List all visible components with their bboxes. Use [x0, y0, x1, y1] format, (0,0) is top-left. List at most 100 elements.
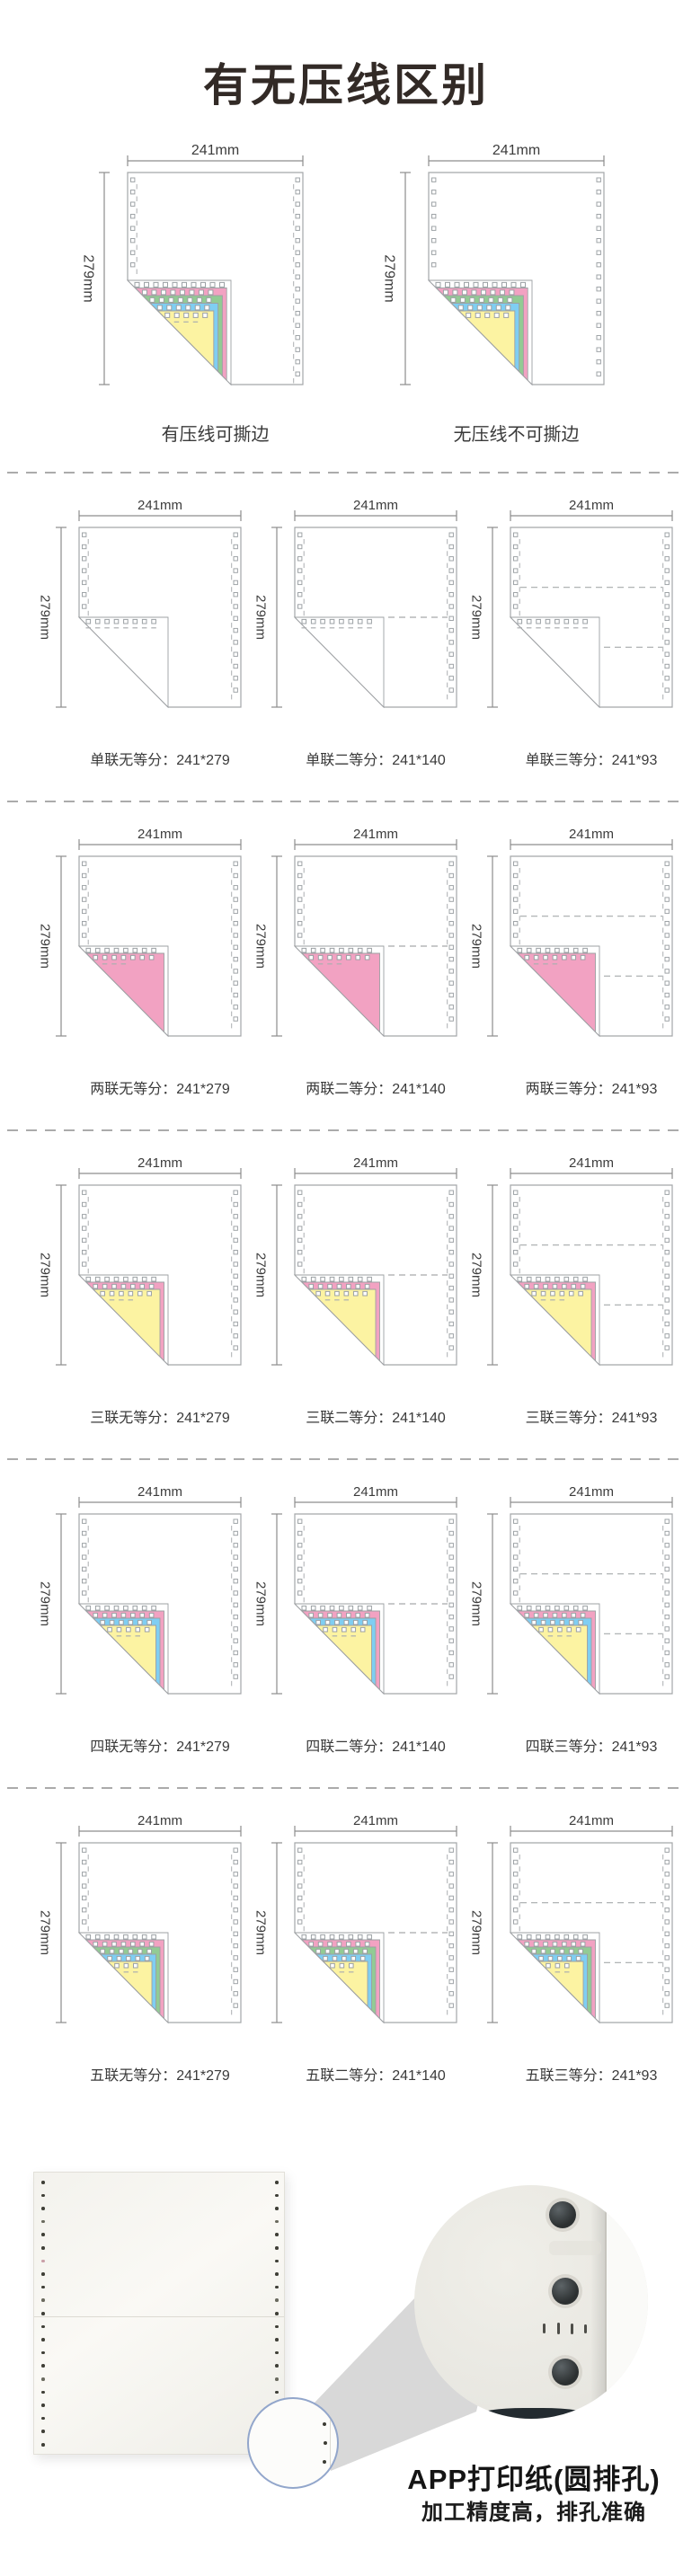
diagram-cell-2ply-div1: 241mm 279mm 两联无等分：241*279: [32, 824, 250, 1097]
ply-pink: [516, 952, 596, 1033]
tractor-holes-left: [431, 177, 437, 268]
photo-feed-hole: [41, 2285, 45, 2289]
photo-feed-hole: [41, 2259, 45, 2263]
ply-yellow: [322, 1961, 368, 2007]
dim-width-label: 241mm: [569, 827, 614, 842]
tractor-holes-right: [447, 1518, 454, 1686]
dim-width: 241mm: [510, 1813, 673, 1837]
tractor-holes-right: [231, 1847, 238, 2015]
tractor-holes-left: [297, 1190, 305, 1274]
background-beyond-paper: [607, 2185, 648, 2419]
paper-outline: [127, 172, 304, 385]
fold-plies: [77, 1274, 169, 1367]
crease-smudge: [549, 2241, 601, 2255]
dim-width: 241mm: [294, 1813, 457, 1837]
paper-diagram-4ply-div2: 241mm 279mm: [253, 1484, 457, 1695]
dim-width-label: 241mm: [353, 1484, 398, 1500]
dim-width-label: 241mm: [569, 498, 614, 513]
paper-diagram-5ply-crease: 241mm 279mm: [81, 143, 304, 386]
division-lines: [520, 587, 662, 648]
ply-yellow: [307, 1288, 377, 1359]
ply-yellow: [99, 1624, 156, 1683]
dim-width: 241mm: [127, 143, 304, 166]
photo-feed-hole: [275, 2338, 279, 2341]
tractor-holes-right: [447, 1847, 454, 2015]
dim-height-label: 279mm: [38, 1910, 53, 1955]
dim-height: 279mm: [253, 1184, 282, 1366]
round-hole: [552, 2278, 579, 2305]
photo-feed-hole: [275, 2364, 279, 2368]
tractor-holes-left: [513, 1847, 520, 1932]
tractor-holes-left: [513, 1518, 520, 1603]
diagram-caption: 三联三等分：241*93: [525, 1411, 658, 1426]
dim-width: 241mm: [78, 1813, 242, 1837]
photo-feed-hole: [41, 2430, 45, 2433]
source-feed-hole: [324, 2441, 327, 2445]
dim-height: 279mm: [38, 1184, 67, 1366]
fold-plies: [77, 616, 169, 709]
paper-diagram-5ply-no-crease: 241mm 279mm: [382, 143, 605, 386]
diagram-cell-3ply-div3: 241mm 279mm 三联三等分：241*93: [464, 1153, 681, 1426]
dim-width-label: 241mm: [353, 1155, 398, 1171]
dim-height: 279mm: [253, 527, 282, 708]
dim-height: 279mm: [469, 527, 498, 708]
paper-diagram-3ply-div1: 241mm 279mm: [38, 1155, 242, 1367]
paper-photo: [33, 2172, 285, 2455]
dim-height: 279mm: [38, 1513, 67, 1695]
dim-width-label: 241mm: [569, 1155, 614, 1171]
dim-height-label: 279mm: [469, 1581, 484, 1626]
dim-height-label: 279mm: [253, 1910, 269, 1955]
dim-width: 241mm: [294, 1484, 457, 1508]
photo-feed-hole: [41, 2443, 45, 2447]
fold-plies: [509, 1603, 600, 1695]
diagram-cell-1ply-div2: 241mm 279mm 单联二等分：241*140: [248, 495, 466, 768]
photo-feed-hole: [41, 2403, 45, 2407]
ply-yellow: [106, 1961, 153, 2007]
paper-outline: [428, 172, 605, 385]
fold-plies: [293, 945, 385, 1038]
photo-feed-hole: [41, 2416, 45, 2421]
diagram-caption: 五联三等分：241*93: [525, 2068, 658, 2084]
dim-height-label: 279mm: [253, 1253, 269, 1297]
source-feed-hole: [323, 2460, 326, 2464]
dim-width-label: 241mm: [138, 1813, 182, 1828]
photo-paper-edge: [330, 2406, 331, 2483]
dim-width: 241mm: [78, 827, 242, 850]
division-lines: [520, 1244, 662, 1306]
fold-plies: [77, 945, 169, 1038]
dim-height: 279mm: [469, 1842, 498, 2023]
diagram-cell-2ply-div3: 241mm 279mm 两联三等分：241*93: [464, 824, 681, 1097]
dim-height-label: 279mm: [382, 254, 397, 302]
paper-diagram-3ply-div3: 241mm 279mm: [469, 1155, 673, 1367]
photo-feed-hole: [41, 2338, 45, 2341]
dim-width: 241mm: [78, 498, 242, 521]
diagram-caption: 五联无等分：241*279: [90, 2068, 230, 2084]
dim-height: 279mm: [469, 1513, 498, 1695]
paper-diagram-5ply-div1: 241mm 279mm: [38, 1813, 242, 2024]
photo-feed-hole: [275, 2350, 279, 2355]
tractor-holes-left: [513, 532, 520, 616]
photo-fold-line: [34, 2316, 284, 2317]
photo-feed-hole: [275, 2298, 279, 2302]
source-feed-hole: [322, 2479, 325, 2483]
diagram-caption: 单联二等分：241*140: [306, 753, 446, 768]
diagram-caption: 四联三等分：241*93: [525, 1739, 658, 1755]
magnifier-source-circle: [247, 2397, 339, 2489]
diagram-caption: 四联无等分：241*279: [90, 1739, 230, 1755]
tractor-holes-right: [447, 861, 454, 1029]
section-divider: [7, 801, 685, 802]
product-subline: 加工精度高，排孔准确: [421, 2501, 646, 2525]
dim-width-label: 241mm: [353, 827, 398, 842]
dim-height-label: 279mm: [469, 595, 484, 640]
dim-height: 279mm: [253, 855, 282, 1037]
paper-diagram-5ply-div2: 241mm 279mm: [253, 1813, 457, 2024]
dim-height: 279mm: [253, 1513, 282, 1695]
photo-feed-hole: [41, 2193, 45, 2198]
photo-feed-hole: [41, 2298, 45, 2302]
dim-width-label: 241mm: [138, 1484, 182, 1500]
tractor-holes-right: [447, 532, 454, 700]
dim-width-label: 241mm: [138, 498, 182, 513]
fold-plies: [509, 1274, 600, 1367]
dim-width: 241mm: [510, 1155, 673, 1179]
